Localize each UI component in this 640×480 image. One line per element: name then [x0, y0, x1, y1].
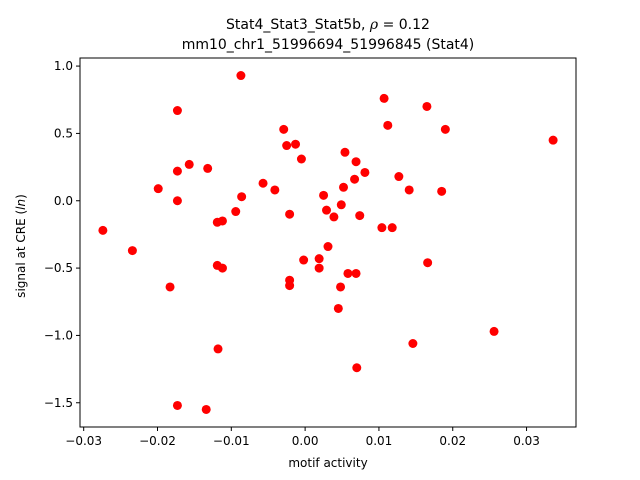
- data-point: [336, 200, 346, 210]
- data-point: [184, 159, 194, 169]
- data-point: [322, 205, 332, 215]
- data-point: [153, 184, 163, 194]
- data-point: [343, 268, 353, 278]
- data-point: [379, 93, 389, 103]
- y-tick-label: 1.0: [54, 59, 73, 73]
- data-point: [336, 282, 346, 292]
- data-point: [314, 254, 324, 264]
- data-point: [351, 157, 361, 167]
- data-point: [394, 172, 404, 182]
- data-point: [172, 166, 182, 176]
- data-point: [383, 120, 393, 130]
- data-point: [231, 207, 241, 217]
- x-tick-label: −0.03: [65, 434, 102, 448]
- data-point: [203, 163, 213, 173]
- data-point: [437, 186, 447, 196]
- chart-title: Stat4_Stat3_Stat5b, ρ = 0.12: [226, 17, 430, 33]
- data-point: [172, 196, 182, 206]
- data-point: [285, 281, 295, 291]
- data-point: [285, 209, 295, 219]
- data-point: [98, 225, 108, 235]
- data-point: [217, 216, 227, 226]
- data-point: [339, 182, 348, 192]
- data-point: [236, 71, 246, 81]
- data-point: [282, 141, 292, 151]
- data-point: [404, 185, 414, 195]
- data-point: [351, 268, 361, 278]
- y-tick-label: −1.0: [44, 328, 73, 342]
- data-point: [387, 223, 397, 233]
- data-point: [323, 242, 333, 252]
- data-point: [352, 363, 362, 373]
- y-axis-ticks: −1.5 −1.0 −0.5 0.0 0.5 1.0: [44, 59, 80, 410]
- data-point: [350, 174, 360, 184]
- x-axis-label: motif activity: [288, 456, 367, 470]
- data-point: [355, 211, 365, 221]
- data-point: [340, 147, 350, 157]
- data-point: [423, 258, 433, 268]
- y-axis-label-suffix: ): [14, 194, 28, 199]
- data-point: [377, 223, 387, 233]
- data-point: [127, 246, 137, 256]
- data-point: [279, 124, 289, 134]
- data-point: [201, 404, 211, 414]
- y-axis-label-prefix: signal at CRE (: [14, 210, 28, 298]
- data-point: [319, 190, 329, 200]
- data-point: [296, 154, 306, 164]
- data-point: [314, 263, 324, 273]
- data-point: [440, 124, 450, 134]
- data-point: [213, 344, 223, 354]
- data-point: [258, 178, 268, 188]
- data-point: [165, 282, 175, 292]
- data-point: [548, 135, 558, 145]
- data-point: [422, 101, 432, 111]
- chart-title-rho-symbol: ρ: [369, 17, 379, 33]
- x-tick-label: 0.00: [292, 434, 319, 448]
- x-tick-label: 0.02: [439, 434, 466, 448]
- data-point: [270, 185, 280, 195]
- y-tick-label: −1.5: [44, 396, 73, 410]
- data-point: [172, 106, 182, 116]
- scatter-points: [98, 71, 558, 414]
- data-point: [299, 255, 309, 265]
- y-axis-label: signal at CRE (ln): [14, 194, 28, 298]
- x-tick-label: 0.03: [513, 434, 540, 448]
- data-point: [237, 192, 247, 202]
- data-point: [489, 326, 499, 336]
- x-tick-label: 0.01: [366, 434, 393, 448]
- x-axis-ticks: −0.03 −0.02 −0.01 0.00 0.01 0.02 0.03: [65, 427, 540, 448]
- data-point: [333, 303, 343, 313]
- x-tick-label: −0.02: [139, 434, 176, 448]
- x-tick-label: −0.01: [213, 434, 250, 448]
- plot-frame: [79, 57, 577, 428]
- chart-subtitle: mm10_chr1_51996694_51996845 (Stat4): [182, 37, 475, 53]
- chart-title-rho-value: = 0.12: [378, 17, 430, 33]
- data-point: [408, 339, 418, 349]
- data-point: [329, 212, 339, 222]
- data-point: [217, 263, 227, 273]
- data-point: [291, 139, 301, 149]
- chart-title-prefix: Stat4_Stat3_Stat5b,: [226, 17, 370, 33]
- y-tick-label: 0.5: [54, 126, 73, 140]
- y-axis-label-italic: ln: [14, 199, 28, 210]
- y-tick-label: 0.0: [54, 194, 73, 208]
- data-point: [172, 400, 182, 410]
- y-tick-label: −0.5: [44, 261, 73, 275]
- data-point: [360, 167, 370, 177]
